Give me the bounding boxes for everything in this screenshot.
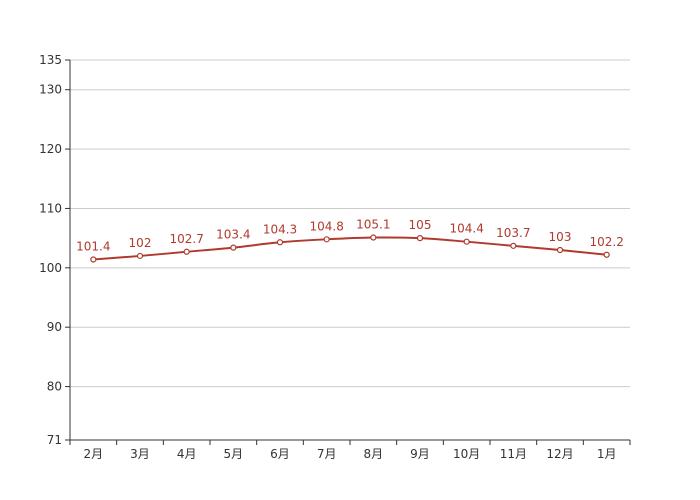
- data-label: 101.4: [76, 240, 110, 254]
- data-label: 105.1: [356, 218, 390, 232]
- data-point[interactable]: [136, 252, 144, 260]
- data-point[interactable]: [510, 242, 517, 249]
- grid-lines: [70, 59, 630, 388]
- y-tick-label: 110: [39, 201, 62, 215]
- axes: 71 80 90 100 110 120 130 135 2月 3月 4月 5月 6月 7月 8月 9月 10月…: [39, 53, 631, 461]
- y-tick-label: 120: [39, 142, 62, 156]
- data-label: 103.7: [496, 226, 530, 240]
- data-point[interactable]: [603, 251, 610, 258]
- data-label: 104.8: [309, 219, 343, 233]
- data-labels: 101.4 102 102.7 103.4 104.3 104.8 105.1 105 104.…: [76, 218, 624, 254]
- y-tick-label: 80: [47, 380, 62, 394]
- x-tick-label: 3月: [130, 447, 150, 461]
- data-point[interactable]: [276, 239, 284, 246]
- data-label: 104.3: [263, 222, 297, 236]
- data-label: 103.4: [216, 228, 250, 242]
- data-label: 102: [129, 236, 152, 250]
- y-tick-label: 71: [47, 433, 62, 447]
- data-point[interactable]: [230, 244, 237, 251]
- y-tick-label: 100: [39, 261, 62, 275]
- x-tick-label: 8月: [364, 447, 384, 461]
- data-label: 102.7: [169, 232, 203, 246]
- x-tick-label: 12月: [546, 447, 573, 461]
- data-point[interactable]: [370, 234, 377, 241]
- x-tick-label: 11月: [500, 447, 527, 461]
- data-point[interactable]: [90, 256, 97, 263]
- y-tick-label: 90: [47, 320, 62, 334]
- data-point[interactable]: [463, 238, 470, 245]
- x-tick-label: 7月: [317, 447, 337, 461]
- y-tick-label: 135: [39, 53, 62, 67]
- y-tick-label: 130: [39, 83, 62, 97]
- x-tick-label: 10月: [453, 447, 480, 461]
- data-point[interactable]: [323, 236, 330, 243]
- data-point[interactable]: [416, 235, 424, 242]
- data-label: 105: [409, 218, 432, 232]
- x-tick-label: 2月: [84, 447, 104, 461]
- series-line: [93, 236, 607, 261]
- data-label: 104.4: [449, 222, 483, 236]
- x-tick-label: 5月: [224, 447, 244, 461]
- x-tick-label: 1月: [597, 447, 617, 461]
- data-label: 103: [549, 230, 572, 244]
- x-tick-label: 6月: [270, 447, 290, 461]
- data-label: 102.2: [589, 235, 623, 249]
- data-point[interactable]: [183, 248, 190, 255]
- data-point[interactable]: [556, 246, 564, 254]
- x-tick-label: 4月: [177, 447, 197, 461]
- series: [90, 234, 610, 263]
- x-tick-label: 9月: [410, 447, 430, 461]
